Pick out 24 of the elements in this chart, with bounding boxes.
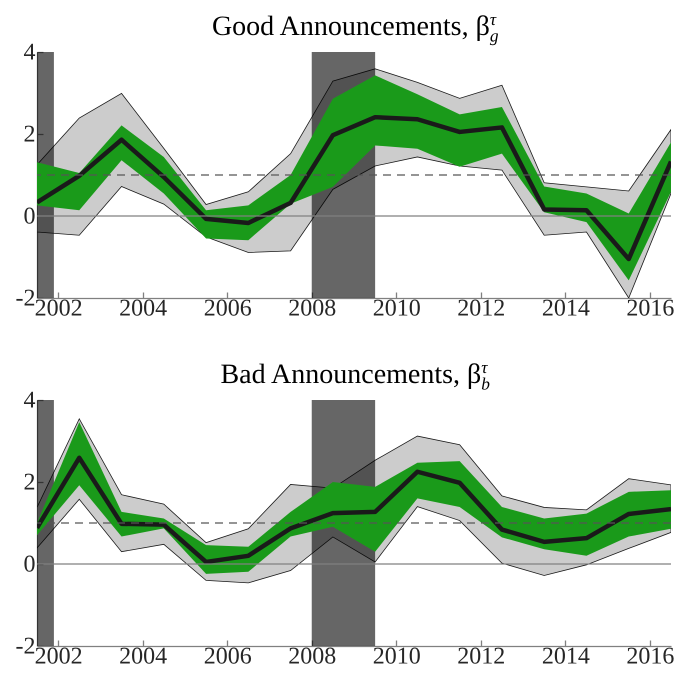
x-tick-label: 2004 (119, 644, 168, 670)
x-tick-label: 2002 (34, 296, 83, 322)
x-tick-label: 2010 (372, 296, 421, 322)
x-tick-label: 2012 (457, 644, 506, 670)
x-tick-label: 2014 (542, 296, 590, 322)
x-tick-label: 2010 (372, 644, 421, 670)
x-tick-label: 2012 (457, 296, 506, 322)
y-tick-label: -2 (16, 286, 36, 312)
x-tick-label: 2014 (542, 644, 590, 670)
y-tick-label: 4 (24, 388, 36, 414)
x-tick-label: 2006 (204, 296, 252, 322)
y-tick-label: 2 (24, 470, 36, 496)
x-tick-label: 2006 (204, 644, 252, 670)
y-tick-label: 4 (24, 40, 36, 66)
y-tick-label: 0 (24, 552, 36, 578)
y-tick-label: -2 (16, 634, 36, 660)
x-tick-label: 2004 (119, 296, 168, 322)
x-tick-label: 2016 (626, 296, 674, 322)
x-tick-label: 2008 (288, 296, 336, 322)
x-tick-label: 2002 (34, 644, 83, 670)
x-tick-label: 2008 (288, 644, 336, 670)
y-tick-label: 2 (24, 122, 36, 148)
y-tick-label: 0 (24, 204, 36, 230)
x-tick-label: 2016 (626, 644, 674, 670)
